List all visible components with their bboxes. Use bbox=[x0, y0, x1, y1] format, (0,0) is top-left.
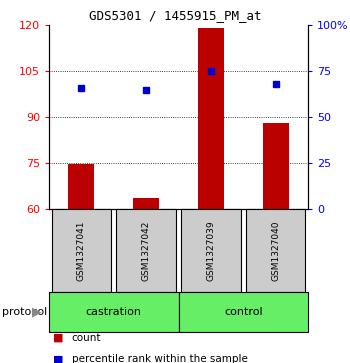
Bar bbox=[116, 209, 176, 292]
Text: ■: ■ bbox=[52, 354, 63, 363]
Bar bbox=[68, 164, 94, 209]
Text: control: control bbox=[224, 307, 262, 317]
Text: GSM1327042: GSM1327042 bbox=[142, 220, 150, 281]
Text: protocol: protocol bbox=[2, 307, 47, 317]
Text: percentile rank within the sample: percentile rank within the sample bbox=[72, 354, 248, 363]
Bar bbox=[198, 28, 224, 209]
Bar bbox=[262, 123, 288, 209]
Text: count: count bbox=[72, 333, 101, 343]
Text: ■: ■ bbox=[52, 333, 63, 343]
Bar bbox=[51, 209, 111, 292]
Text: ▶: ▶ bbox=[32, 306, 42, 319]
Bar bbox=[246, 209, 306, 292]
Text: GDS5301 / 1455915_PM_at: GDS5301 / 1455915_PM_at bbox=[89, 9, 261, 22]
Text: GSM1327039: GSM1327039 bbox=[206, 220, 215, 281]
Bar bbox=[49, 292, 178, 332]
Bar bbox=[181, 209, 241, 292]
Text: GSM1327040: GSM1327040 bbox=[271, 220, 280, 281]
Bar bbox=[178, 292, 308, 332]
Bar bbox=[133, 198, 159, 209]
Text: castration: castration bbox=[86, 307, 142, 317]
Text: GSM1327041: GSM1327041 bbox=[77, 220, 86, 281]
